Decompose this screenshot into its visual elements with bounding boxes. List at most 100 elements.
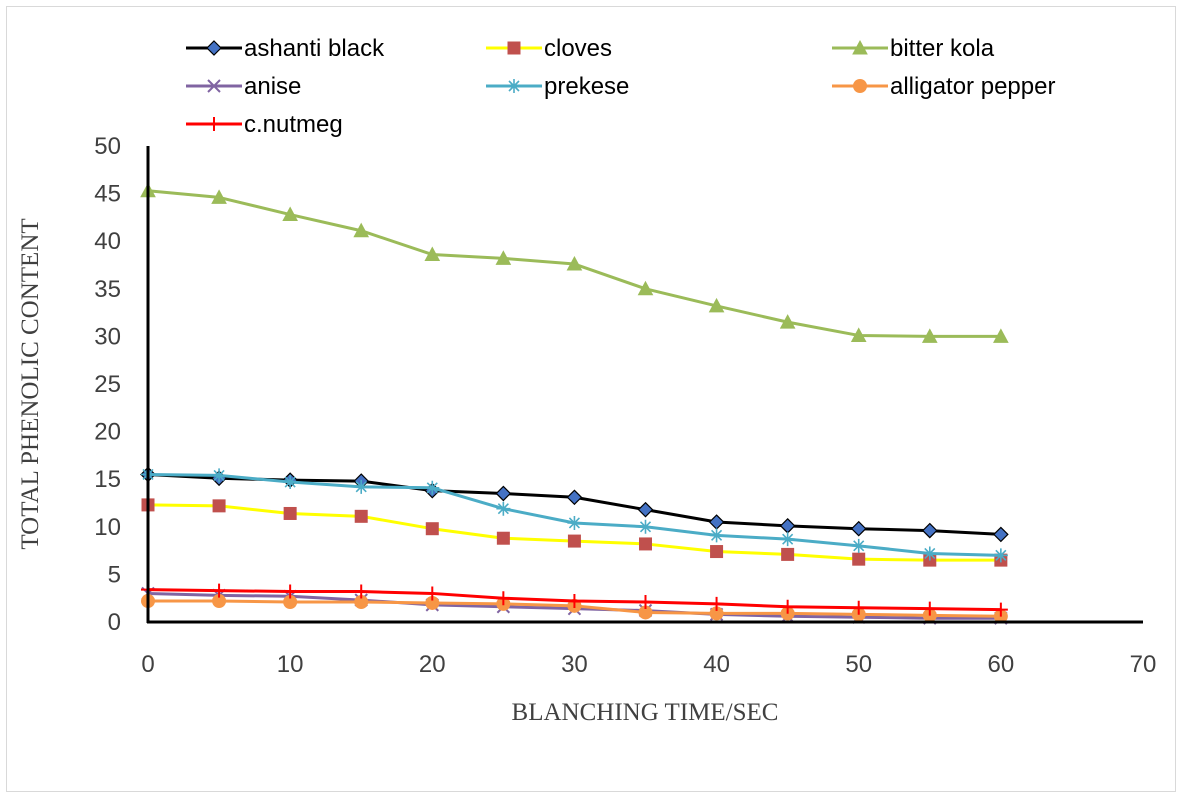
data-point <box>212 468 227 483</box>
data-point <box>496 531 510 545</box>
data-point <box>637 280 654 296</box>
x-tick-label: 0 <box>141 651 154 678</box>
data-point <box>639 537 652 551</box>
data-point <box>709 606 724 621</box>
y-tick-label: 30 <box>94 323 121 350</box>
data-point <box>354 584 369 599</box>
plot-area <box>140 182 1009 625</box>
data-point <box>282 206 298 222</box>
data-point <box>495 250 512 265</box>
legend-label: alligator pepper <box>890 73 1055 100</box>
data-point <box>425 480 440 495</box>
data-point <box>354 595 369 610</box>
data-point <box>993 526 1009 543</box>
legend-label: c.nutmeg <box>244 111 343 138</box>
data-point <box>922 546 937 561</box>
data-point <box>354 509 368 523</box>
data-point <box>567 534 581 548</box>
legend: ashanti black cloves bitter kola anise preke… <box>186 35 1055 138</box>
legend-label: prekese <box>544 73 629 100</box>
data-point <box>851 600 866 615</box>
y-axis-ticks: 0 5 10 15 20 25 30 35 40 45 50 <box>94 133 121 636</box>
series-line <box>147 503 1001 562</box>
data-point <box>496 591 511 606</box>
data-point <box>922 601 937 616</box>
y-tick-label: 0 <box>108 609 121 636</box>
data-point <box>638 595 653 610</box>
legend-marker <box>853 79 867 93</box>
legend-marker <box>507 79 521 93</box>
data-point <box>710 545 724 559</box>
data-point <box>993 602 1008 617</box>
x-tick-label: 10 <box>277 651 304 678</box>
y-tick-label: 35 <box>94 276 121 303</box>
legend-label: ashanti black <box>244 35 385 62</box>
data-point <box>283 506 297 520</box>
data-point <box>780 532 795 547</box>
data-point <box>211 189 227 204</box>
data-point <box>780 599 795 614</box>
data-point <box>212 594 227 609</box>
y-tick-label: 45 <box>94 181 121 208</box>
data-point <box>425 522 439 536</box>
legend-label: anise <box>244 73 301 100</box>
x-axis-title: BLANCHING TIME/SEC <box>512 699 779 726</box>
legend-item: bitter kola <box>832 35 995 62</box>
data-point <box>921 522 938 539</box>
chart-frame <box>6 6 1176 792</box>
data-point <box>779 517 796 534</box>
data-point <box>425 595 440 610</box>
series-ashanti-black <box>140 466 1009 543</box>
data-point <box>709 528 724 543</box>
y-tick-label: 10 <box>94 514 121 541</box>
legend-marker <box>852 39 868 55</box>
y-tick-label: 15 <box>94 466 121 493</box>
data-point <box>566 489 583 506</box>
legend-label: cloves <box>544 35 612 62</box>
x-tick-label: 40 <box>703 651 730 678</box>
data-point <box>709 596 724 611</box>
data-point <box>212 499 226 513</box>
data-point <box>993 548 1008 563</box>
series-prekese <box>141 467 1008 563</box>
legend-item: c.nutmeg <box>186 111 343 138</box>
data-point <box>779 314 796 329</box>
data-point <box>708 297 725 313</box>
data-point <box>283 475 298 490</box>
y-tick-label: 20 <box>94 419 121 446</box>
data-point <box>212 583 227 598</box>
data-point <box>353 222 370 238</box>
data-point <box>993 328 1009 343</box>
legend-item: prekese <box>486 73 629 100</box>
data-point <box>638 605 653 620</box>
legend-marker <box>207 79 221 93</box>
data-point <box>708 514 725 530</box>
data-point <box>850 327 867 342</box>
data-point <box>424 246 441 262</box>
legend-marker <box>207 117 221 131</box>
x-tick-label: 60 <box>988 651 1015 678</box>
data-point <box>851 538 866 553</box>
series-bitter-kola <box>140 182 1009 343</box>
y-tick-label: 5 <box>108 561 121 588</box>
data-point <box>781 547 795 561</box>
data-point <box>852 552 866 566</box>
data-point <box>637 501 654 518</box>
legend-label: bitter kola <box>890 35 995 62</box>
data-point <box>567 594 582 609</box>
data-point <box>425 586 440 601</box>
x-tick-label: 20 <box>419 651 446 678</box>
x-tick-label: 70 <box>1130 651 1157 678</box>
data-point <box>283 584 298 599</box>
data-point <box>921 328 938 343</box>
legend-item: anise <box>186 73 301 100</box>
legend-item: alligator pepper <box>832 73 1055 100</box>
data-point <box>354 479 369 494</box>
x-tick-label: 50 <box>845 651 872 678</box>
y-tick-label: 25 <box>94 371 121 398</box>
legend-item: ashanti black <box>186 35 385 62</box>
data-point <box>283 595 298 610</box>
data-point <box>496 501 511 516</box>
data-point <box>567 515 582 530</box>
